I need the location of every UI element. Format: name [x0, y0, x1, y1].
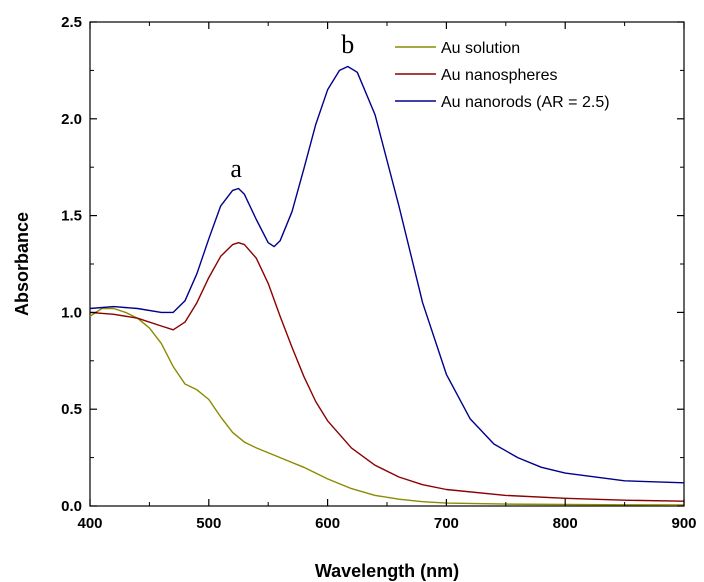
peak-annotation: b [341, 30, 354, 59]
annotations: ab [230, 30, 354, 183]
peak-annotation: a [230, 154, 242, 183]
x-tick-label: 500 [196, 515, 221, 532]
legend-entry: Au solution [441, 40, 520, 57]
series-line-1 [89, 307, 685, 506]
y-axis-label: Absorbance [12, 212, 32, 316]
x-tick-label: 700 [434, 515, 459, 532]
series-line-2 [89, 241, 685, 502]
x-tick-label: 800 [553, 515, 578, 532]
y-tick-label: 2.5 [61, 14, 82, 31]
x-axis-label: Wavelength (nm) [315, 561, 459, 581]
y-tick-label: 0.5 [61, 401, 82, 418]
y-tick-label: 0.0 [61, 498, 82, 515]
legend-entry: Au nanorods (AR = 2.5) [441, 94, 610, 111]
y-tick-label: 1.5 [61, 208, 82, 225]
x-tick-label: 600 [315, 515, 340, 532]
legend: Au solution Au nanospheres Au nanorods (AR… [395, 40, 610, 111]
series-layer [89, 65, 685, 506]
y-tick-label: 1.0 [61, 304, 82, 321]
legend-entry: Au nanospheres [441, 67, 558, 84]
x-tick-label: 400 [77, 515, 102, 532]
ticks-layer: 400 500 600 700 800 900 0.0 0.5 1.0 1.5 2.0 2.5 [61, 14, 696, 532]
x-tick-label: 900 [671, 515, 696, 532]
y-tick-label: 2.0 [61, 111, 82, 128]
series-line-3 [89, 65, 685, 484]
